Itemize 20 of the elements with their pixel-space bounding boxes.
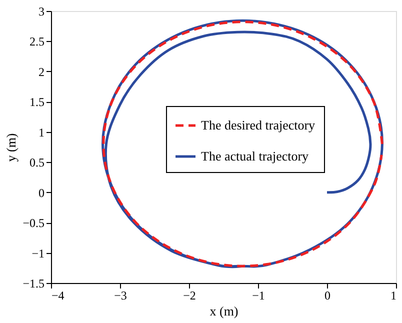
- legend-label: The actual trajectory: [201, 148, 310, 164]
- x-tick-label: −4: [52, 288, 64, 302]
- y-axis-title: y (m): [4, 133, 19, 162]
- x-tick-label: −2: [183, 288, 196, 302]
- x-tick-label: 0: [324, 288, 330, 302]
- y-tick-label: −0.5: [22, 216, 44, 230]
- y-tick-label: 0: [38, 186, 44, 200]
- legend-label: The desired trajectory: [201, 118, 316, 132]
- y-tick-label: 2.5: [30, 34, 44, 49]
- x-tick-label: 1: [390, 288, 396, 302]
- y-tick-label: −1.5: [22, 276, 44, 290]
- x-tick-label: −3: [114, 288, 127, 302]
- y-tick-label: −1: [32, 246, 44, 260]
- y-tick-label: 3: [38, 4, 44, 18]
- y-tick-label: 2: [38, 64, 44, 79]
- y-tick-label: 1.5: [30, 95, 44, 110]
- x-axis-title: x (m): [210, 304, 238, 318]
- y-tick-label: 0.5: [30, 156, 44, 170]
- y-tick-label: 1: [38, 125, 44, 140]
- x-tick-label: −1: [252, 288, 265, 302]
